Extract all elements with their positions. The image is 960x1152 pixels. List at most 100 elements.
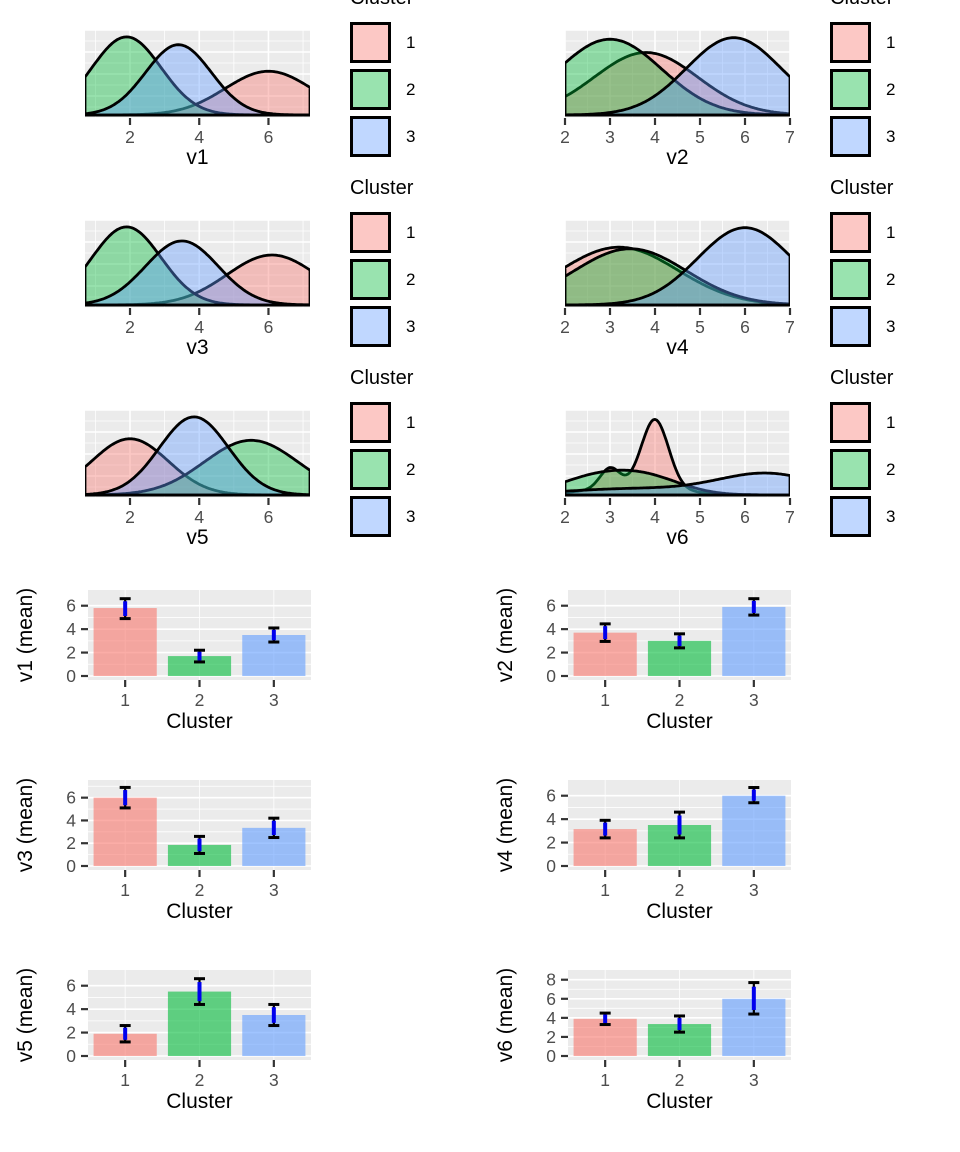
y-tick-label: 6: [66, 596, 76, 616]
legend-title: Cluster: [830, 0, 956, 10]
v6-density-chart: 2 3 4 5 6 7: [560, 409, 795, 526]
v3-mean-bar-chart: 0 2 46 1 2 3: [66, 780, 311, 900]
legend-label-cluster-2: 2: [406, 459, 416, 479]
legend-item-cluster-2: 2: [830, 69, 956, 110]
legend-item-cluster-2: 2: [350, 259, 476, 300]
y-tick-label: 2: [546, 1027, 556, 1047]
x-axis: 2 4 6: [125, 308, 273, 336]
legend-key-cluster-2-swatch: [830, 69, 871, 110]
x-tick-label: 3: [605, 127, 615, 146]
x-axis: 2 3 4 5 6 7: [560, 308, 795, 336]
x-tick-label: 2: [195, 880, 205, 900]
error-bar-cluster-2: [674, 632, 685, 650]
density-plot-cell-v6: 2 3 4 5 6 7 v6 Cluster 1 2 3: [480, 367, 960, 565]
x-axis: 1 2 3: [600, 680, 759, 710]
x-axis: 1 2 3: [120, 680, 279, 710]
x-tick-label: 2: [195, 690, 205, 710]
y-axis: 0 2 4 6: [546, 596, 568, 686]
x-tick-label: 2: [560, 317, 570, 336]
density-curve-cluster-3: [565, 36, 790, 117]
legend-item-cluster-3: 3: [830, 116, 956, 157]
error-bar-cluster-2: [194, 648, 205, 664]
legend-label-cluster-1: 1: [886, 222, 896, 242]
legend-key-cluster-1-swatch: [350, 212, 391, 253]
x-tick-label: 5: [695, 507, 705, 526]
density-plot-cell-v5: 2 4 6 v5 Cluster 1 2 3: [0, 367, 480, 565]
density-curves: [565, 36, 790, 117]
error-bar-cluster-2: [674, 810, 685, 840]
cluster-x-axis-title: Cluster: [166, 1090, 233, 1113]
density-curve-cluster-3: [85, 239, 310, 307]
x-tick-label: 3: [269, 880, 279, 900]
cluster-legend: Cluster 1 2 3: [830, 366, 956, 543]
x-tick-label: 5: [695, 127, 705, 146]
legend-item-cluster-3: 3: [350, 116, 476, 157]
legend-key-cluster-2-swatch: [830, 449, 871, 490]
v3-x-axis-title: v3: [186, 336, 209, 359]
density-curves: [85, 415, 310, 497]
error-bar-cluster-2: [194, 977, 205, 1006]
legend-item-cluster-2: 2: [830, 449, 956, 490]
v5-mean-bar-chart: 0 2 4 6 1 2 3: [66, 970, 311, 1090]
bar-cluster-3: [722, 795, 786, 866]
density-curve-cluster-2: [565, 37, 790, 117]
bar-cluster-2: [167, 844, 232, 866]
x-tick-label: 4: [650, 507, 660, 526]
legend-label-cluster-2: 2: [406, 79, 416, 99]
x-tick-label: 2: [125, 317, 135, 336]
legend-label-cluster-3: 3: [886, 316, 896, 336]
x-tick-label: 2: [195, 1070, 205, 1090]
x-tick-label: 2: [675, 880, 685, 900]
legend-label-cluster-1: 1: [886, 412, 896, 432]
x-tick-label: 2: [560, 507, 570, 526]
error-bar-cluster-3: [268, 816, 280, 840]
y-axis: 0 2 4 6: [66, 596, 88, 686]
x-axis: 1 2 3: [600, 1060, 759, 1090]
x-tick-label: 2: [560, 127, 570, 146]
y-tick-label: 4: [66, 999, 76, 1019]
density-curve-cluster-3: [85, 415, 310, 497]
error-bar-cluster-2: [194, 834, 205, 855]
error-bars: [119, 785, 280, 855]
y-tick-label: 4: [66, 619, 76, 639]
y-tick-label: 2: [66, 833, 76, 853]
error-bars: [599, 597, 760, 650]
error-bar-cluster-3: [748, 597, 760, 617]
legend-key-cluster-3-swatch: [830, 306, 871, 347]
legend-title: Cluster: [350, 367, 414, 389]
cluster-legend: Cluster 1 2 3: [350, 176, 476, 353]
v4-density-chart: 2 3 4 5 6 7: [560, 219, 795, 336]
x-tick-label: 2: [125, 507, 135, 526]
y-tick-label: 4: [546, 809, 556, 829]
legend-item-cluster-3: 3: [830, 496, 956, 537]
x-tick-label: 4: [650, 127, 660, 146]
legend-item-cluster-2: 2: [350, 69, 476, 110]
x-axis: 2 4 6: [125, 118, 273, 146]
error-bar-cluster-2: [674, 1014, 685, 1034]
error-bar-cluster-3: [748, 786, 760, 805]
density-curves: [85, 225, 310, 307]
x-tick-label: 1: [120, 690, 130, 710]
x-tick-label: 1: [120, 880, 130, 900]
legend-label-cluster-3: 3: [406, 506, 416, 526]
legend-item-cluster-1: 1: [350, 22, 476, 63]
v2-density-chart: 2 3 4 5 6 7: [560, 29, 795, 146]
legend-key-cluster-3-swatch: [830, 496, 871, 537]
legend-key-cluster-1-swatch: [350, 22, 391, 63]
x-tick-label: 4: [194, 317, 204, 336]
bars: [573, 795, 786, 866]
legend-label-cluster-1: 1: [886, 32, 896, 52]
x-tick-label: 5: [695, 317, 705, 336]
legend-item-cluster-3: 3: [350, 306, 476, 347]
x-tick-label: 3: [749, 880, 759, 900]
v6-x-axis-title: v6: [666, 526, 689, 549]
legend-label-cluster-2: 2: [886, 79, 896, 99]
